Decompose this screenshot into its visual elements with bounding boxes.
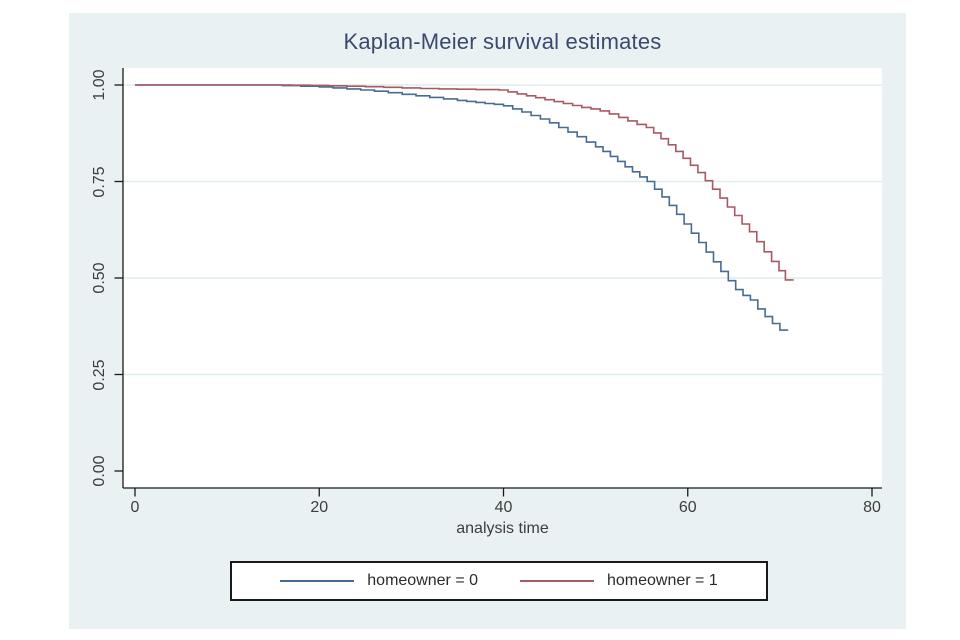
axes [114,68,882,497]
legend: homeowner = 0 homeowner = 1 [230,561,768,601]
legend-label-1: homeowner = 1 [607,572,718,589]
series-line-1 [135,84,794,281]
legend-line-sample-0 [280,580,355,582]
y-tick-label: 0.50 [91,262,108,294]
x-tick-label: 40 [494,499,513,516]
survival-curves [135,84,794,331]
y-tick-label: 1.00 [91,69,108,101]
legend-item-0: homeowner = 0 [280,572,478,590]
x-tick-label: 60 [678,499,697,516]
series-line-0 [135,84,789,331]
x-axis-label: analysis time [456,520,549,537]
legend-label-0: homeowner = 0 [367,572,478,589]
chart-title: Kaplan-Meier survival estimates [343,29,662,54]
y-tick-label: 0.25 [91,358,108,391]
legend-line-sample-1 [520,580,594,582]
x-tick-label: 80 [863,499,881,516]
x-tick-label: 20 [310,499,329,516]
y-tick-label: 0.75 [91,165,108,198]
x-tick-label: 0 [130,499,140,516]
y-tick-label: 0.00 [91,455,108,487]
legend-item-1: homeowner = 1 [520,572,718,590]
